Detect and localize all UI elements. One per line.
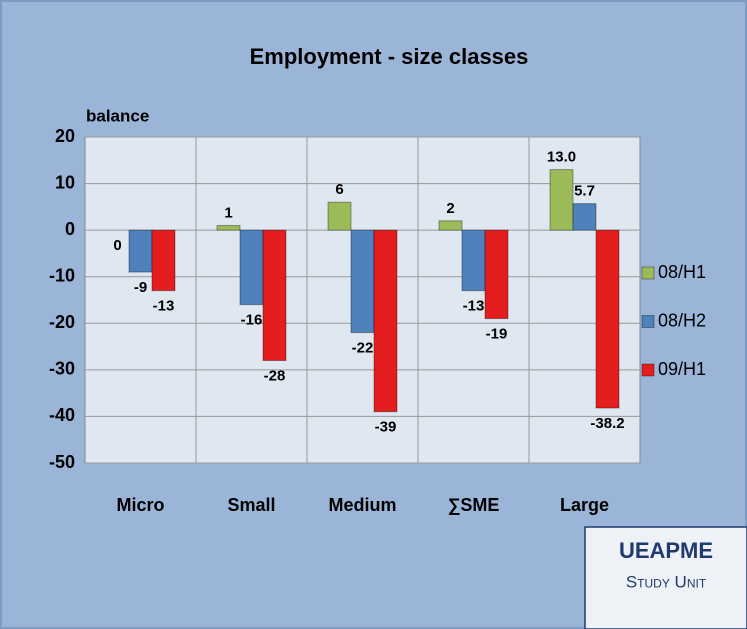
chart-title: Employment - size classes	[250, 44, 529, 69]
x-tick-label: Large	[560, 495, 609, 515]
data-label: 13.0	[547, 149, 576, 166]
logo-org: UEAPME	[619, 538, 713, 563]
bar	[262, 229, 287, 362]
bar	[549, 169, 574, 231]
bar	[373, 229, 398, 413]
x-tick-label: Medium	[328, 495, 396, 515]
legend-swatch	[641, 363, 655, 377]
y-tick-label: -50	[49, 452, 75, 472]
data-label: 2	[446, 200, 454, 217]
data-label: 5.7	[574, 183, 595, 200]
y-tick-label: -40	[49, 405, 75, 425]
y-tick-label: -30	[49, 359, 75, 379]
bar	[438, 220, 463, 231]
bar	[128, 229, 153, 273]
y-tick-label: 10	[55, 172, 75, 192]
data-label: 1	[224, 204, 232, 221]
legend-swatch	[641, 266, 655, 280]
data-label: -13	[153, 298, 175, 315]
data-label: -38.2	[590, 415, 624, 432]
data-label: -22	[352, 340, 374, 357]
bar	[572, 203, 597, 231]
legend-label: 08/H2	[658, 310, 706, 330]
x-tick-label: ∑SME	[448, 495, 500, 515]
bar	[216, 224, 241, 231]
legend-label: 09/H1	[658, 359, 706, 379]
y-tick-label: -20	[49, 312, 75, 332]
bar	[461, 229, 486, 292]
bar	[484, 229, 509, 320]
y-axis-label: balance	[86, 106, 149, 125]
bar	[595, 229, 620, 409]
bar	[239, 229, 264, 306]
legend-swatch	[641, 315, 655, 328]
data-label: 0	[113, 237, 121, 254]
bar	[151, 229, 176, 292]
legend-label: 08/H1	[658, 262, 706, 282]
y-tick-label: 0	[65, 219, 75, 239]
bar	[327, 201, 352, 231]
data-label: -19	[486, 326, 508, 343]
y-tick-label: 20	[55, 126, 75, 146]
data-label: -39	[375, 419, 397, 436]
logo-box	[584, 526, 747, 629]
data-label: -16	[241, 312, 263, 329]
data-label: 6	[335, 181, 343, 198]
logo-unit: Study Unit	[626, 572, 707, 591]
x-tick-label: Small	[227, 495, 275, 515]
data-label: -28	[264, 368, 286, 385]
data-label: -13	[463, 298, 485, 315]
data-label: -9	[134, 279, 147, 296]
x-tick-label: Micro	[116, 495, 164, 515]
y-tick-label: -10	[49, 265, 75, 285]
bar	[350, 229, 375, 334]
